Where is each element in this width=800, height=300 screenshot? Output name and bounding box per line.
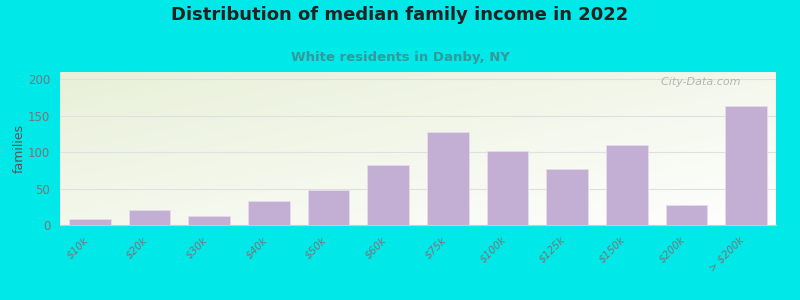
Bar	[69, 219, 110, 225]
Text: Distribution of median family income in 2022: Distribution of median family income in …	[171, 6, 629, 24]
Bar	[427, 132, 469, 225]
Bar	[546, 169, 588, 225]
Bar	[367, 165, 409, 225]
Y-axis label: families: families	[12, 124, 26, 173]
Bar	[726, 106, 767, 225]
Text: White residents in Danby, NY: White residents in Danby, NY	[290, 51, 510, 64]
Bar	[129, 210, 170, 225]
Bar	[486, 151, 528, 225]
Bar	[248, 201, 290, 225]
Bar	[188, 215, 230, 225]
Text: City-Data.com: City-Data.com	[654, 76, 741, 87]
Bar	[308, 190, 350, 225]
Bar	[666, 205, 707, 225]
Bar	[606, 145, 648, 225]
